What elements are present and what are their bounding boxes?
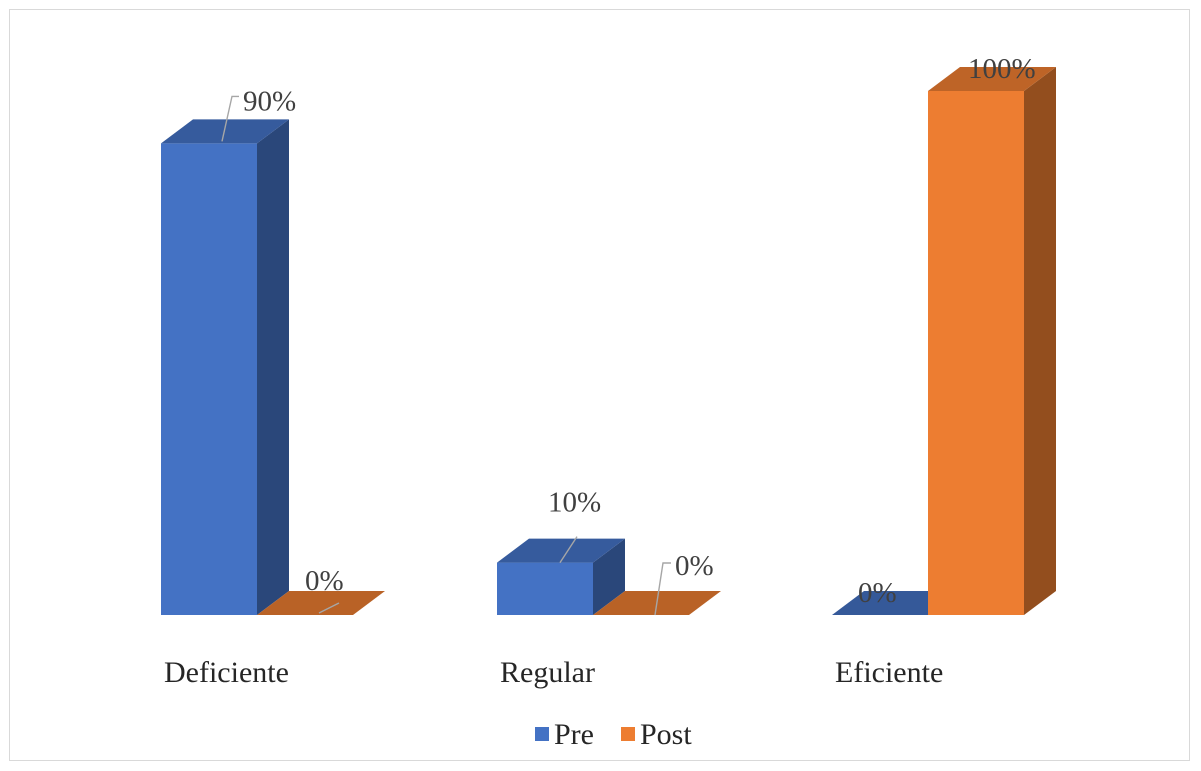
legend-swatch-pre <box>535 727 549 741</box>
bar-pre-deficiente <box>161 119 289 616</box>
data-label-post-regular: 0% <box>675 550 714 582</box>
leader-line <box>318 602 340 614</box>
data-labels-group: 90% 0% 10% 0% 0% 100% <box>221 53 1036 616</box>
legend-label-pre: Pre <box>554 718 594 751</box>
legend-swatch-post <box>621 727 635 741</box>
legend: Pre Post <box>535 718 692 751</box>
data-label-pre-deficiente: 90% <box>243 85 296 117</box>
data-label-post-eficiente: 100% <box>968 53 1036 85</box>
bars-group <box>161 67 1056 616</box>
bar-pre-regular <box>497 538 625 615</box>
category-label: Eficiente <box>835 656 943 689</box>
category-label: Deficiente <box>164 656 289 689</box>
data-label-pre-regular: 10% <box>548 487 601 519</box>
data-label-pre-eficiente: 0% <box>858 577 897 609</box>
category-label: Regular <box>500 656 595 689</box>
bar-post-deficiente <box>257 591 385 615</box>
leader-line <box>559 536 578 563</box>
leader-line <box>654 562 671 616</box>
data-label-post-deficiente: 0% <box>305 565 344 597</box>
bar-post-eficiente <box>928 67 1056 615</box>
legend-label-post: Post <box>640 718 692 751</box>
leader-line <box>221 95 239 142</box>
